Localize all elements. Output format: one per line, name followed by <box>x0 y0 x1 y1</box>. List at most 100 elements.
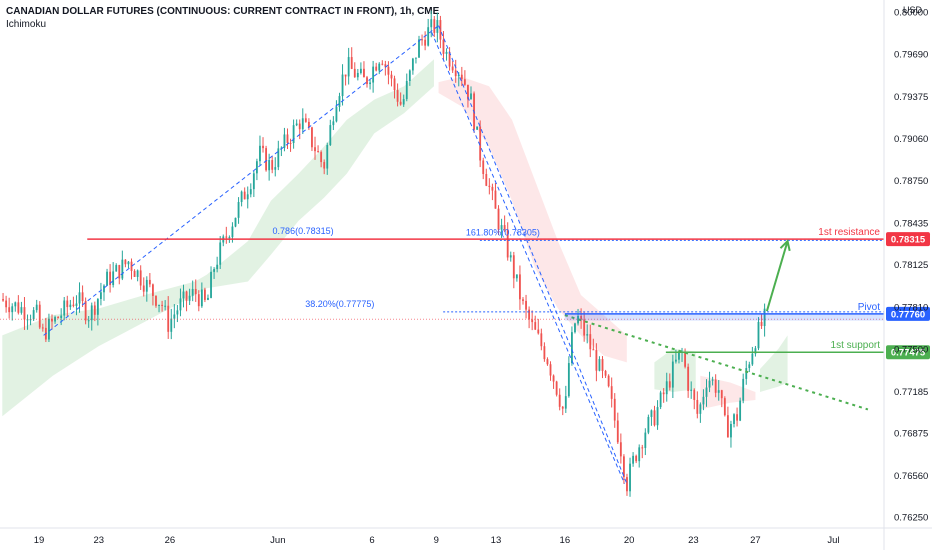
x-tick-label: 27 <box>750 535 761 546</box>
y-tick-label: 0.80000 <box>894 8 928 19</box>
candle-body <box>369 82 371 85</box>
candle-body <box>90 305 93 321</box>
candle-body <box>488 185 491 187</box>
candle-body <box>497 208 500 230</box>
candle-body <box>491 186 494 191</box>
candle-body <box>415 57 417 59</box>
candle-body <box>467 84 469 100</box>
fib-label: 0.786(0.78315) <box>273 226 334 236</box>
candle-body <box>142 285 145 292</box>
x-tick-label: 13 <box>491 535 502 546</box>
candle-body <box>32 310 35 320</box>
candle-body <box>418 39 420 58</box>
trendline <box>431 32 626 484</box>
candle-body <box>203 289 206 300</box>
candle-body <box>259 145 261 162</box>
candle-body <box>130 261 133 271</box>
candle-body <box>69 304 72 308</box>
candle-body <box>81 292 84 301</box>
candle-body <box>610 386 613 399</box>
candle-body <box>295 123 298 126</box>
candle-body <box>265 148 267 171</box>
x-tick-label: 19 <box>34 535 45 546</box>
candle-body <box>350 57 353 69</box>
level-name: 1st resistance <box>818 227 880 238</box>
candle-body <box>66 300 69 308</box>
candle-body <box>543 346 546 360</box>
candle-body <box>152 284 154 296</box>
candle-body <box>629 463 631 492</box>
candle-body <box>684 351 687 367</box>
candle-body <box>717 390 720 393</box>
candle-body <box>733 414 735 424</box>
candle-body <box>100 292 102 300</box>
candle-body <box>479 126 482 161</box>
candle-body <box>711 379 714 381</box>
candle-body <box>274 167 277 170</box>
candle-body <box>519 274 521 300</box>
candle-body <box>705 387 708 397</box>
candle-body <box>748 364 751 369</box>
drawing-lines <box>0 25 884 484</box>
candle-body <box>311 127 313 148</box>
candle-body <box>439 20 442 40</box>
candle-body <box>35 304 38 311</box>
candle-body <box>301 118 304 130</box>
candle-body <box>323 162 326 169</box>
candle-body <box>690 389 693 391</box>
level-labels: 1st resistance 0.78315 Pivot 0.77760 1st sup… <box>273 226 930 360</box>
candle-body <box>696 399 699 414</box>
candle-body <box>411 58 414 71</box>
candle-body <box>641 447 644 449</box>
candle-body <box>574 323 576 333</box>
candle-body <box>200 289 203 307</box>
candle-body <box>674 359 677 362</box>
candle-body <box>662 392 665 395</box>
candle-body <box>381 63 384 65</box>
indicator-label[interactable]: Ichimoku <box>6 19 47 30</box>
trendline <box>438 25 628 484</box>
candle-body <box>555 381 558 395</box>
candle-body <box>421 39 423 41</box>
candle-body <box>528 309 531 320</box>
candle-body <box>668 381 671 388</box>
candle-body <box>225 236 228 238</box>
candlesticks <box>2 10 766 497</box>
price-tag <box>886 306 930 321</box>
candle-body <box>191 288 194 296</box>
y-tick-label: 0.77500 <box>894 344 928 355</box>
candle-body <box>283 134 286 148</box>
fib-label: 161.80%(0.78305) <box>466 227 540 237</box>
candle-body <box>387 66 390 75</box>
candle-body <box>522 299 524 301</box>
candle-body <box>375 66 378 71</box>
candle-body <box>173 314 176 319</box>
candle-body <box>378 63 381 71</box>
x-tick-label: 23 <box>93 535 104 546</box>
y-tick-label: 0.77185 <box>894 387 928 398</box>
candle-body <box>320 152 323 163</box>
candle-body <box>659 392 662 408</box>
y-tick-label: 0.76560 <box>894 471 928 482</box>
candle-body <box>262 145 264 149</box>
candle-body <box>133 270 136 277</box>
candle-body <box>451 66 454 71</box>
candle-body <box>665 381 668 395</box>
candle-body <box>745 368 748 379</box>
candle-body <box>537 329 540 334</box>
candle-body <box>720 390 723 399</box>
candle-body <box>754 348 757 354</box>
candle-body <box>78 292 81 304</box>
candle-body <box>289 142 292 144</box>
candle-body <box>396 90 399 102</box>
candle-body <box>393 78 396 91</box>
candle-body <box>500 225 503 230</box>
pivot-band <box>564 313 884 321</box>
candle-body <box>736 414 738 421</box>
candle-body <box>726 415 729 438</box>
candle-body <box>216 264 219 270</box>
candle-body <box>430 19 433 28</box>
candle-body <box>647 416 650 433</box>
candle-body <box>118 265 121 279</box>
